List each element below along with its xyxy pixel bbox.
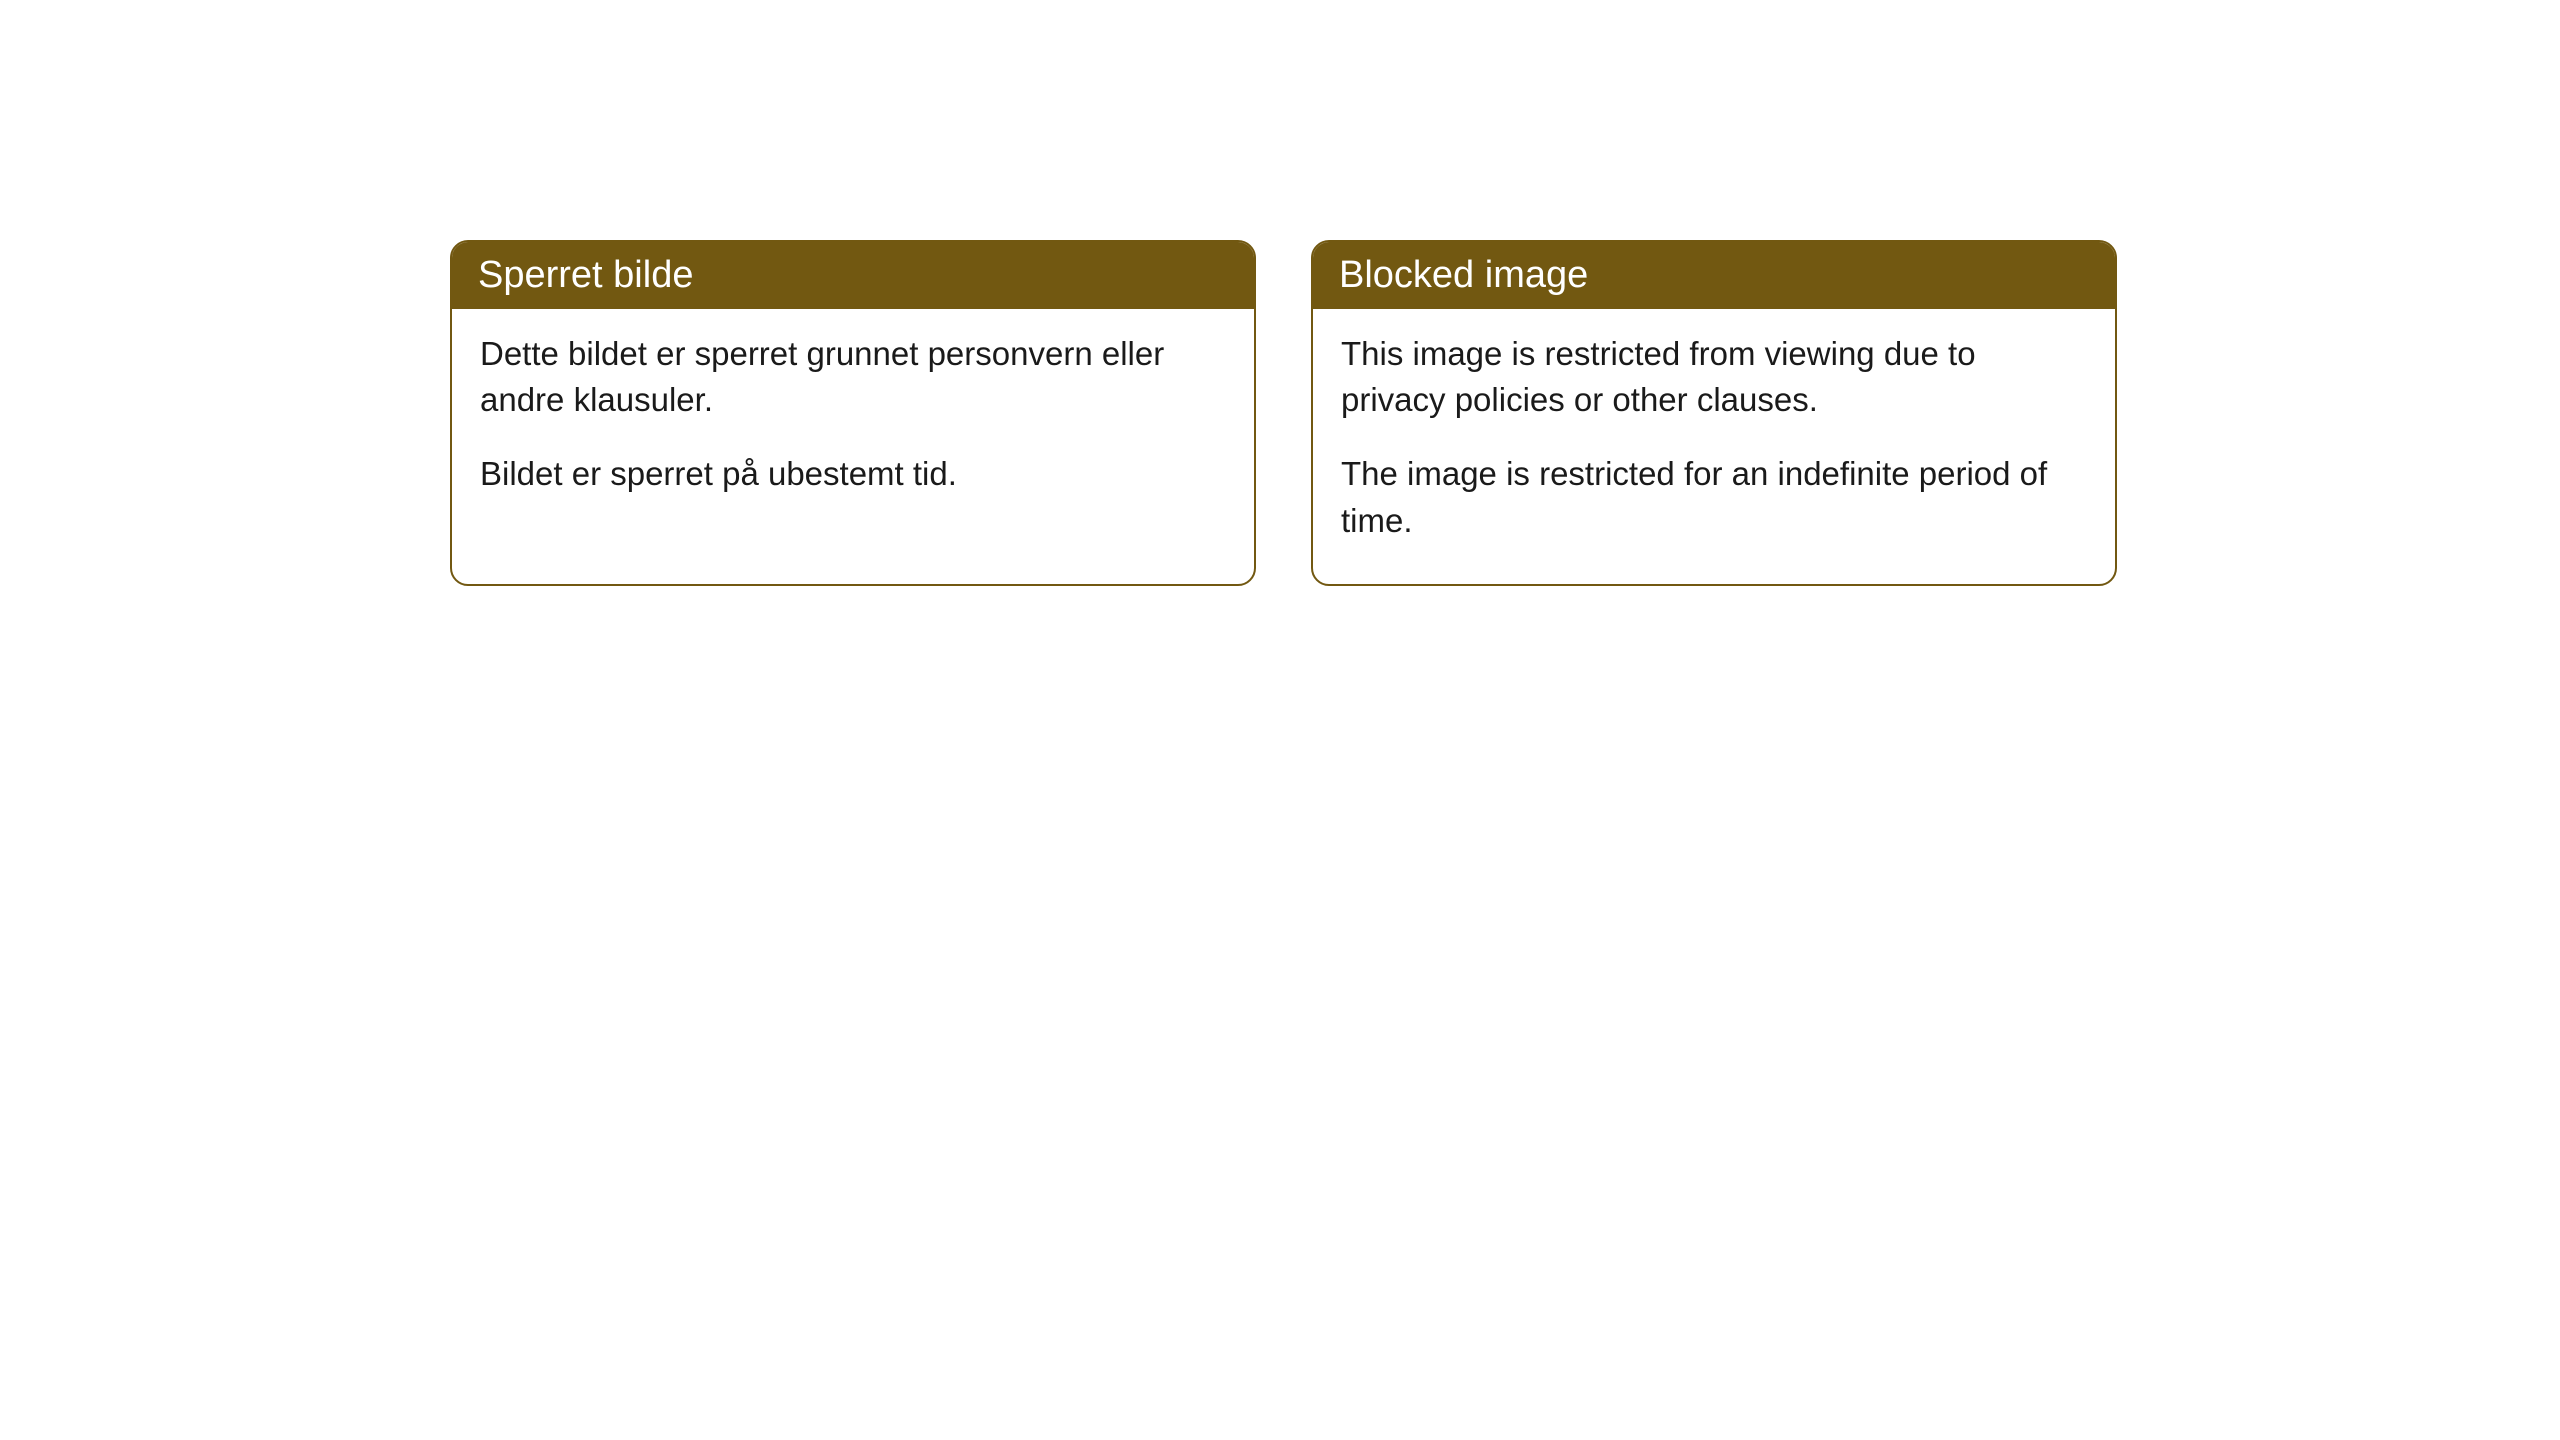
card-title: Sperret bilde — [478, 254, 693, 296]
card-paragraph: Bildet er sperret på ubestemt tid. — [480, 451, 1226, 497]
card-paragraph: Dette bildet er sperret grunnet personve… — [480, 331, 1226, 423]
card-header: Blocked image — [1313, 242, 2115, 309]
notice-cards-container: Sperret bilde Dette bildet er sperret gr… — [450, 240, 2117, 586]
card-header: Sperret bilde — [452, 242, 1254, 309]
card-body: Dette bildet er sperret grunnet personve… — [452, 309, 1254, 538]
card-paragraph: The image is restricted for an indefinit… — [1341, 451, 2087, 543]
blocked-image-card-english: Blocked image This image is restricted f… — [1311, 240, 2117, 586]
card-body: This image is restricted from viewing du… — [1313, 309, 2115, 584]
blocked-image-card-norwegian: Sperret bilde Dette bildet er sperret gr… — [450, 240, 1256, 586]
card-title: Blocked image — [1339, 254, 1588, 296]
card-paragraph: This image is restricted from viewing du… — [1341, 331, 2087, 423]
